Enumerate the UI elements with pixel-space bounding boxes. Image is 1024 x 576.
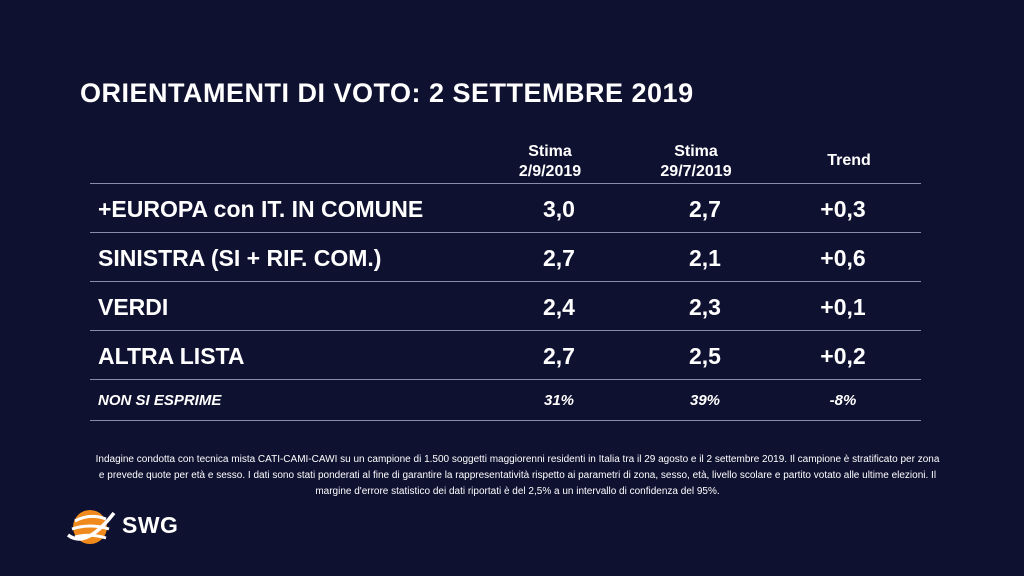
- value-stima-jul: 2,3: [689, 294, 721, 320]
- value-trend: +0,3: [820, 196, 866, 222]
- table-rule: [90, 232, 921, 233]
- methodology-note: Indagine condotta con tecnica mista CATI…: [95, 454, 940, 497]
- value-trend: +0,6: [820, 245, 866, 271]
- table-rule: [90, 183, 921, 184]
- table-rule: [90, 281, 921, 282]
- page-title: ORIENTAMENTI DI VOTO: 2 SETTEMBRE 2019: [80, 78, 694, 108]
- party-name: +EUROPA con IT. IN COMUNE: [98, 196, 424, 222]
- value-trend: +0,1: [820, 294, 866, 320]
- table-row: VERDI 2,4 2,3 +0,1: [90, 283, 921, 331]
- col-header-line1: Stima: [674, 143, 718, 160]
- table-rule: [90, 420, 921, 421]
- value-trend: +0,2: [820, 343, 866, 369]
- table-row: ALTRA LISTA 2,7 2,5 +0,2: [90, 332, 921, 380]
- col-header-line1: Stima: [528, 143, 572, 160]
- value-stima-sep: 2,7: [543, 343, 575, 369]
- swg-logo-text: SWG: [122, 512, 179, 538]
- table-rule: [90, 330, 921, 331]
- value-stima-sep: 3,0: [543, 196, 575, 222]
- swg-globe-icon: [66, 505, 118, 554]
- party-name: ALTRA LISTA: [98, 343, 245, 369]
- col-header-stima-sep: Stima 2/9/2019: [480, 142, 620, 182]
- value-stima-sep: 2,4: [543, 294, 575, 320]
- col-header-trend: Trend: [779, 151, 919, 171]
- col-header-line2: 2/9/2019: [518, 163, 582, 180]
- col-header-line2: 29/7/2019: [660, 163, 732, 180]
- value-stima-jul: 2,1: [689, 245, 721, 271]
- col-header-line1: Trend: [827, 152, 871, 169]
- col-header-stima-jul: Stima 29/7/2019: [626, 142, 766, 182]
- party-name: VERDI: [98, 294, 169, 320]
- value-trend: -8%: [829, 392, 857, 409]
- value-stima-sep: 31%: [543, 392, 575, 409]
- table-rule: [90, 379, 921, 380]
- value-stima-jul: 2,5: [689, 343, 721, 369]
- table-row-non-si-esprime: NON SI ESPRIME 31% 39% -8%: [90, 381, 921, 429]
- value-stima-sep: 2,7: [543, 245, 575, 271]
- value-stima-jul: 2,7: [689, 196, 721, 222]
- party-name: NON SI ESPRIME: [98, 392, 222, 409]
- table-row: +EUROPA con IT. IN COMUNE 3,0 2,7 +0,3: [90, 185, 921, 233]
- table-row: SINISTRA (SI + RIF. COM.) 2,7 2,1 +0,6: [90, 234, 921, 282]
- party-name: SINISTRA (SI + RIF. COM.): [98, 245, 382, 271]
- value-stima-jul: 39%: [689, 392, 721, 409]
